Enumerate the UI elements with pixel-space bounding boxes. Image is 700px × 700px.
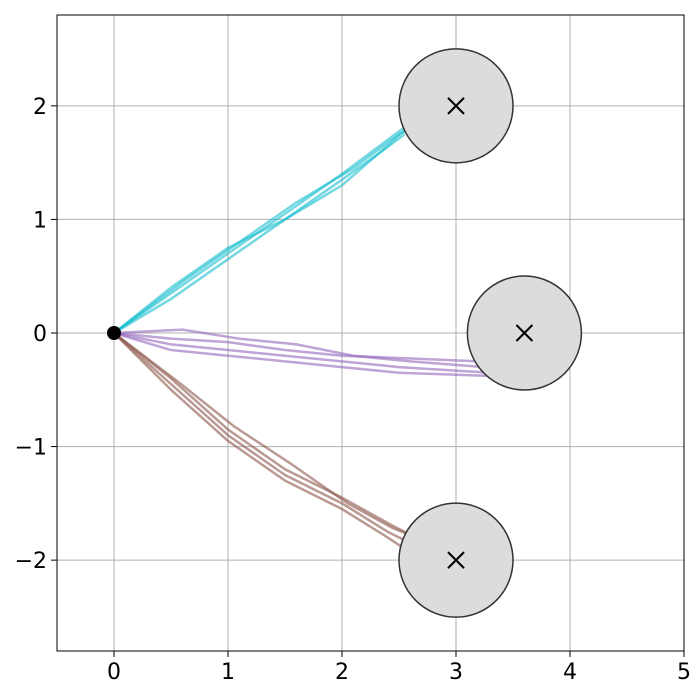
- trajectory: [113, 331, 479, 363]
- y-tick-label: 1: [33, 208, 47, 233]
- x-tick-label: 4: [563, 660, 577, 685]
- goal-marker: [447, 551, 465, 569]
- trajectory: [113, 332, 417, 539]
- trajectory: [113, 121, 412, 335]
- x-tick-label: 1: [221, 660, 235, 685]
- trajectory: [113, 331, 496, 378]
- y-tick-label: 0: [33, 322, 47, 347]
- trajectory: [113, 332, 406, 550]
- x-tick-label: 0: [107, 660, 121, 685]
- x-tick-label: 2: [335, 660, 349, 685]
- x-tick-label: 3: [449, 660, 463, 685]
- trajectory: [113, 332, 411, 537]
- trajectory: [113, 127, 411, 335]
- trajectory: [113, 331, 491, 374]
- y-tick-label: −2: [15, 549, 47, 574]
- plot-frame: [56, 14, 685, 652]
- y-tick-label: 2: [33, 95, 47, 120]
- y-tick-label: −1: [15, 436, 47, 461]
- goal-marker: [447, 97, 465, 115]
- trajectory: [113, 118, 417, 335]
- start-point: [107, 326, 121, 340]
- x-tick-label: 5: [677, 660, 691, 685]
- trajectory: [113, 332, 411, 545]
- trajectory: [113, 328, 485, 369]
- goal-marker: [515, 324, 534, 342]
